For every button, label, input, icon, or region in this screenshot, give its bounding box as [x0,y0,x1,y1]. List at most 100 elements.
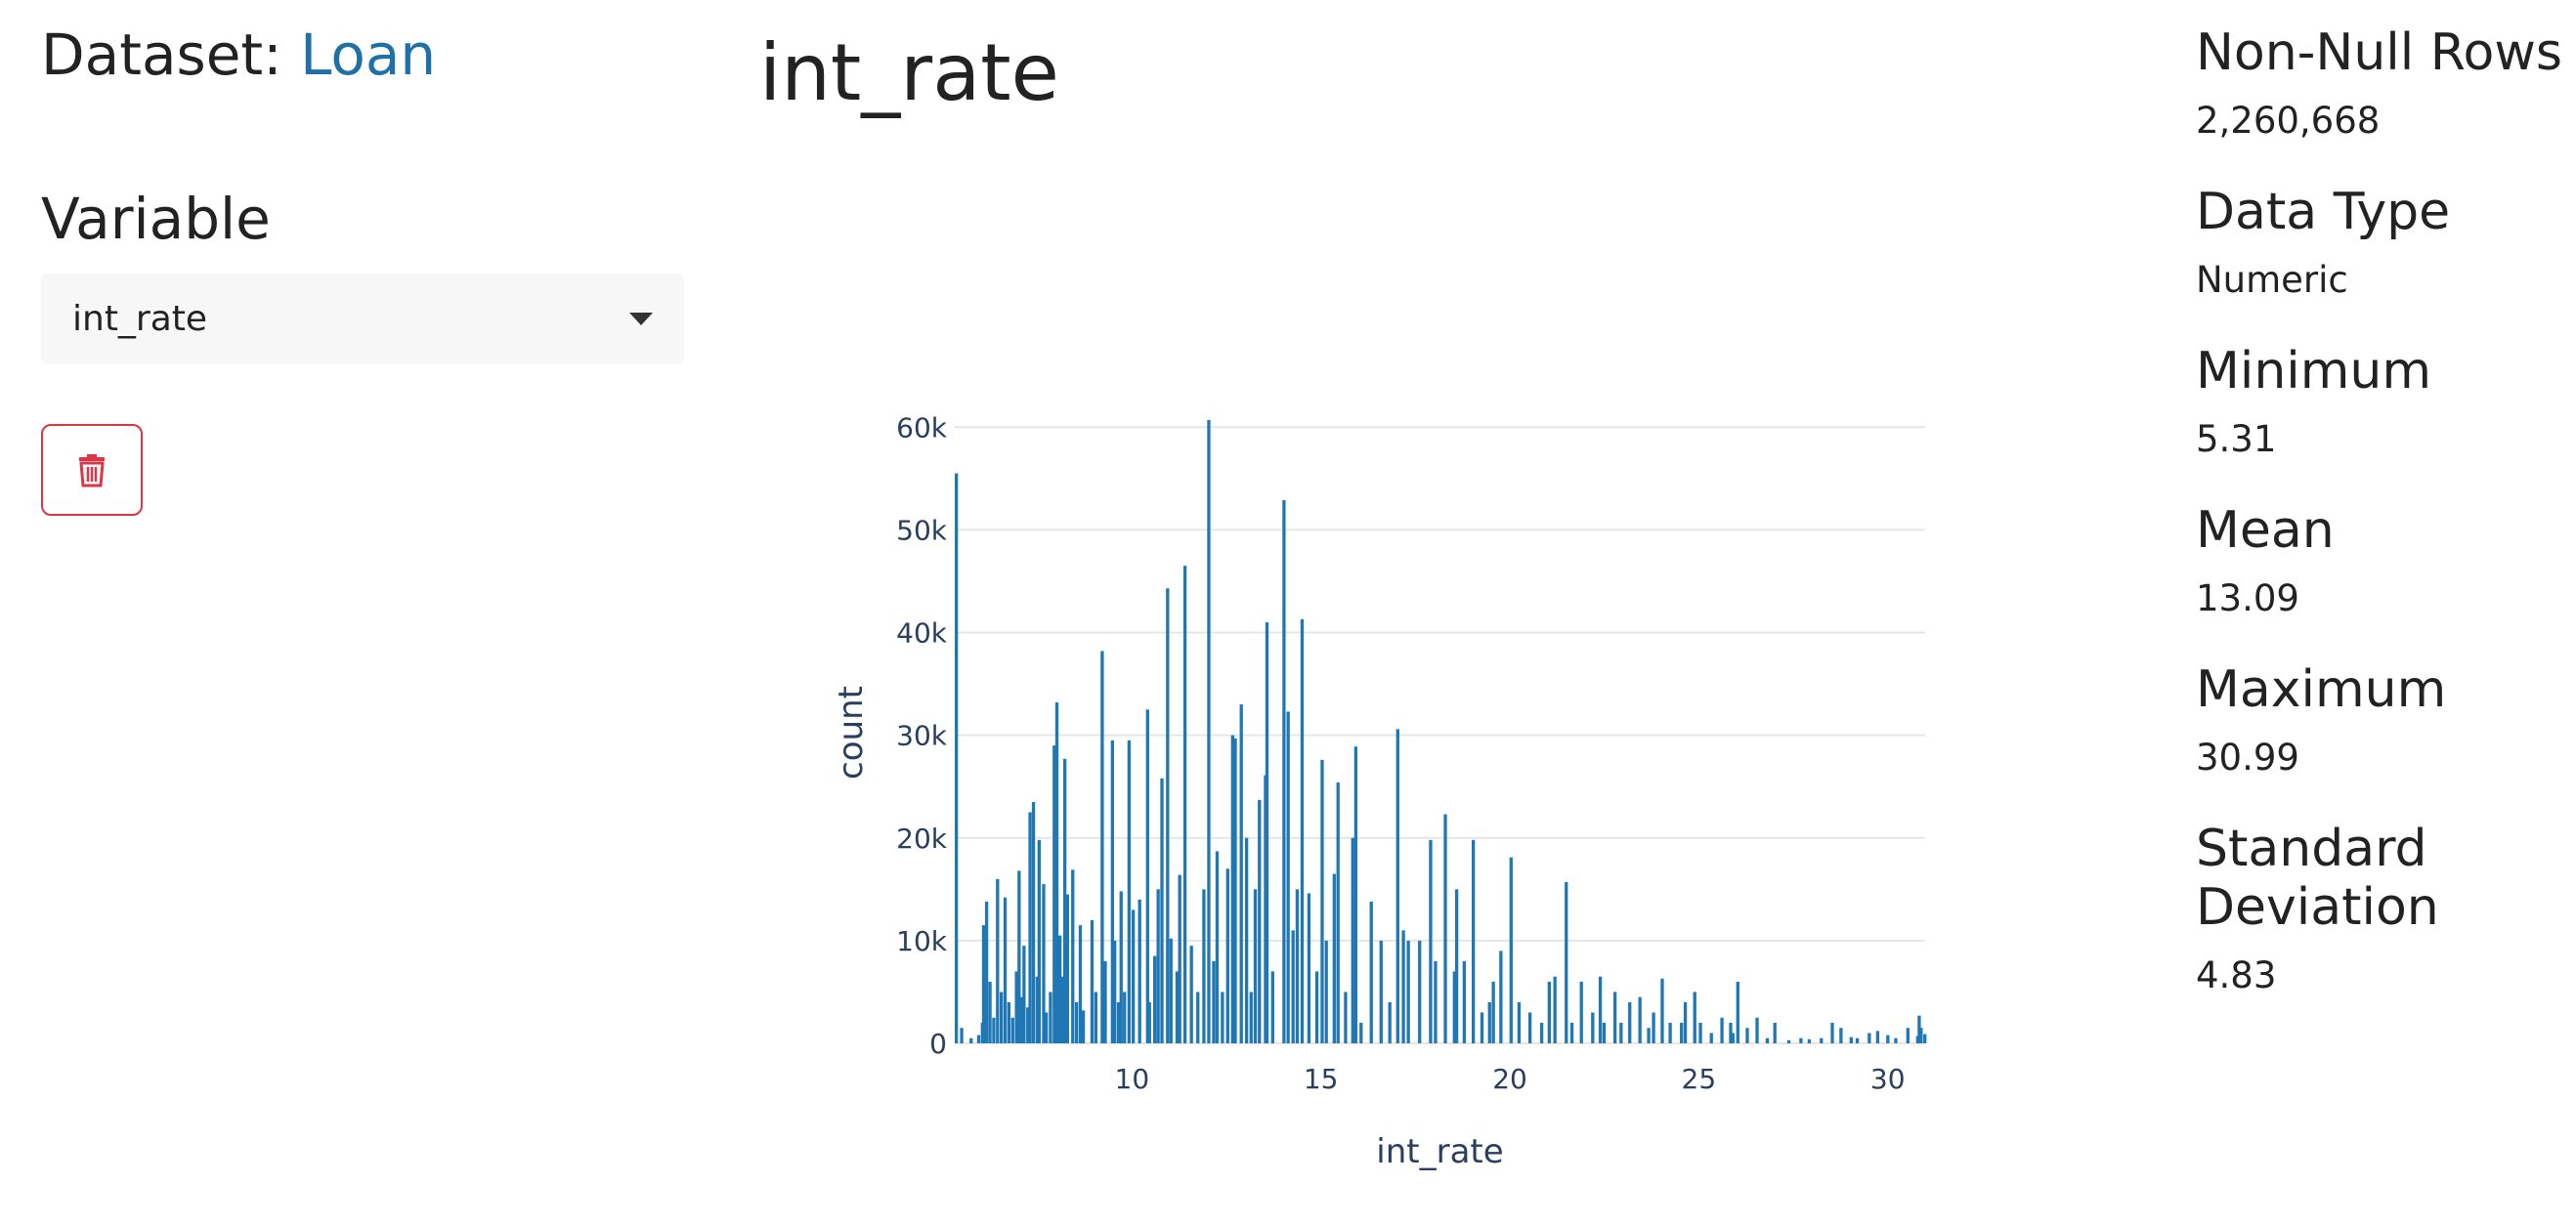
histogram-bar [1215,851,1220,1043]
histogram-bar [955,473,959,1043]
histogram-bar [1074,1001,1079,1043]
histogram-bar [1683,1001,1688,1043]
histogram-bar [1166,588,1170,1043]
histogram-bar [976,1035,981,1043]
histogram-bar [1452,971,1456,1043]
histogram-bar [1249,992,1253,1043]
histogram-bar [1612,992,1617,1043]
histogram-bar [1923,1034,1927,1043]
histogram-bar [1189,946,1193,1043]
histogram-bar [1042,884,1046,1043]
histogram-bar [1196,992,1200,1043]
histogram-bar [1917,1015,1921,1043]
histogram-bar [1282,499,1286,1043]
histogram-bar [1300,618,1305,1043]
histogram-bar [1244,837,1249,1043]
histogram-chart: 0 10k 20k 30k 40k 50k 60k 10 15 20 25 30 int_rate cou… [832,411,1927,1171]
histogram-bar [1693,992,1696,1043]
variable-select[interactable]: int_rate [41,274,684,364]
histogram-bar [1418,940,1422,1043]
histogram-bar [1035,976,1040,1043]
histogram-bar [1147,1001,1151,1043]
histogram-bar [1202,889,1206,1043]
histogram-bar [1517,1001,1522,1043]
histogram-bar [1081,1010,1086,1043]
histogram-bar [1344,992,1348,1043]
histogram-bar [1253,889,1258,1043]
histogram-bar [1182,566,1187,1043]
y-tick-label: 30k [896,720,948,752]
histogram-bar [1598,976,1603,1043]
histogram-bar [1868,1033,1871,1043]
stat-label: Mean [2196,501,2335,560]
histogram-bar [1406,940,1410,1043]
histogram-bar [1052,745,1056,1043]
histogram-bar [1037,839,1041,1043]
stat-label: Non-Null Rows [2196,23,2562,82]
histogram-bar [1270,971,1274,1043]
histogram-bar [1369,901,1373,1043]
histogram-bar [1886,1035,1890,1043]
histogram-bar [1239,704,1243,1043]
histogram-bar [1054,701,1059,1043]
histogram-bar [1103,960,1107,1043]
histogram-bar [996,878,1000,1043]
histogram-bar [1547,981,1552,1043]
y-tick-label: 40k [896,617,948,650]
histogram-bar [1539,1022,1544,1043]
histogram-bar [1233,738,1237,1043]
caret-down-icon [629,313,653,325]
histogram-bar [1026,1007,1030,1043]
variable-select-value: int_rate [72,299,208,339]
histogram-bar [1434,960,1438,1043]
histogram-bar [1820,1037,1824,1043]
dataset-prefix: Dataset: [41,21,282,88]
y-tick-label: 10k [896,925,948,957]
histogram-bar [992,1017,996,1043]
histogram-bar [1652,1012,1655,1043]
histogram-bar [1462,960,1467,1043]
histogram-bar [1336,782,1340,1043]
histogram-bar [1619,1022,1623,1043]
variable-title: int_rate [759,27,1059,118]
stat-value: 5.31 [2196,418,2277,460]
histogram-bar [1359,1022,1363,1043]
histogram-bar [1145,709,1149,1043]
histogram-bar [1786,1039,1791,1043]
histogram-bar [1680,1022,1684,1043]
stat-value: 4.83 [2196,954,2277,996]
stat-value: 30.99 [2196,737,2299,779]
histogram-bar [1480,1012,1484,1043]
histogram-bar [1660,978,1664,1043]
histogram-bar [1031,801,1036,1043]
histogram-bar [1065,894,1069,1043]
histogram-bar [1100,651,1104,1043]
histogram-bar [1045,1012,1049,1043]
histogram-bar [1291,930,1295,1043]
histogram-bar [1429,839,1433,1043]
histogram-bar [1855,1037,1860,1043]
histogram-bar [1131,909,1136,1043]
histogram-bar [1720,1017,1724,1043]
x-axis-label: int_rate [1376,1132,1503,1171]
histogram-bar [1487,1001,1491,1043]
histogram-bar [981,925,986,1043]
histogram-bar [1509,857,1513,1043]
histogram-bar [1668,1022,1672,1043]
histogram-bar [1286,711,1290,1043]
stat-value: 2,260,668 [2196,100,2381,142]
histogram-bar [1225,868,1229,1043]
y-tick-label: 20k [896,823,948,855]
histogram-bar [1258,799,1262,1043]
stats-panel: Non-Null Rows 2,260,668 Data Type Numeri… [2196,23,2567,1037]
histogram-bar [988,981,992,1043]
histogram-bar [1553,976,1557,1043]
x-tick-label: 25 [1682,1063,1717,1095]
histogram-bar [969,1037,973,1043]
histogram-bar [1830,1022,1834,1043]
histogram-bar [1314,971,1319,1043]
stat-label: Minimum [2196,342,2431,401]
histogram-bar [1875,1031,1880,1043]
histogram-bar [1119,891,1123,1043]
delete-button[interactable] [41,424,143,516]
